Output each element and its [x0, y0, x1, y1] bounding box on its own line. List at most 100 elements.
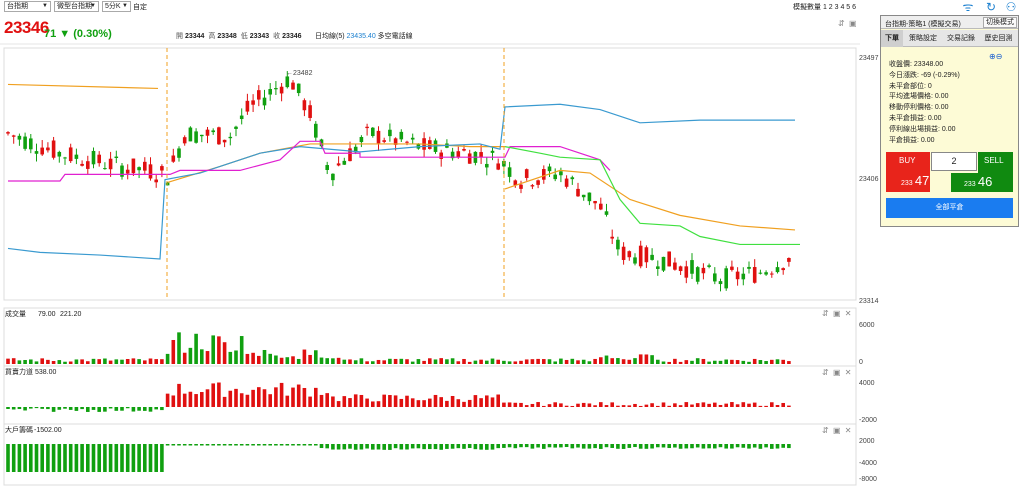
buy-button[interactable]: BUY — [886, 152, 930, 192]
volume-bar — [547, 359, 552, 364]
user-settings-icon[interactable]: ⚇ — [1005, 0, 1017, 14]
close-icon[interactable]: ✕ — [844, 426, 853, 435]
big-pane-tools[interactable]: ⇵ ▣ ✕ — [822, 426, 852, 435]
big-value: -1502.00 — [34, 427, 62, 434]
product-select[interactable]: 微型台指期 ▼ — [54, 1, 99, 12]
candle-body — [758, 272, 763, 274]
candle-body — [29, 138, 33, 150]
power-bar — [416, 400, 421, 407]
volume-bar — [610, 358, 614, 364]
volume-pane-tools[interactable]: ⇵ ▣ ✕ — [822, 309, 852, 318]
power-bar — [405, 395, 409, 407]
delete-icon[interactable]: ▣ — [848, 19, 858, 28]
switch-mode-button[interactable]: 切換模式 — [983, 17, 1017, 28]
power-bar — [314, 387, 318, 407]
open-label: 開 — [176, 33, 183, 40]
close-all-button[interactable]: 全部平倉 — [886, 198, 1013, 218]
volume-bar — [656, 359, 660, 364]
tab-strategy[interactable]: 策略設定 — [909, 35, 937, 42]
sim-counter[interactable]: 模擬數量 1 2 3 4 5 6 — [793, 4, 857, 11]
power-bar — [730, 402, 734, 407]
big-bar — [114, 444, 119, 472]
candle-body — [188, 127, 193, 142]
settings-icon[interactable]: ⇵ — [822, 309, 830, 318]
big-bar — [673, 444, 677, 448]
candle-body — [485, 163, 489, 168]
panel-header: 台指期-策略1 (模擬交易) 切換模式 — [881, 16, 1018, 29]
power-pane-tools[interactable]: ⇵ ▣ ✕ — [822, 368, 852, 377]
settings-icon[interactable]: ⇵ — [838, 19, 846, 28]
candle-body — [730, 266, 734, 270]
candle-body — [747, 266, 751, 269]
volume-bar — [143, 360, 147, 364]
candle-body — [787, 257, 791, 262]
tab-order[interactable]: 下單 — [881, 30, 903, 47]
big-bar — [507, 444, 512, 448]
big-bar — [262, 444, 267, 446]
buy-quote[interactable]: 233 47 — [901, 173, 929, 188]
power-bar — [11, 407, 16, 410]
chart-canvas[interactable]: 23497 23406 23314 ←23482 成交量 79.00 221.20 6000 0… — [0, 0, 880, 499]
power-bar — [422, 400, 426, 407]
power-bar — [188, 391, 193, 407]
big-bar — [644, 444, 649, 449]
candle-body — [570, 177, 575, 180]
copy-icon[interactable]: ▣ — [832, 368, 842, 377]
big-bar — [564, 444, 569, 448]
big-bar — [428, 444, 432, 450]
big-bar — [410, 444, 415, 449]
copy-icon[interactable]: ▣ — [832, 426, 842, 435]
power-bar — [120, 407, 124, 411]
power-bar — [97, 407, 101, 412]
volume-bar — [371, 361, 375, 364]
big-bar — [593, 444, 597, 449]
big-bar — [279, 444, 284, 446]
volume-bar — [428, 358, 432, 364]
info-close-price: 收盤價: 23348.00 — [889, 61, 944, 68]
last-price: 23346 — [4, 18, 49, 37]
volume-bar — [781, 359, 785, 364]
volume-bar — [695, 358, 700, 364]
market-select[interactable]: 台指期 ▼ — [4, 1, 51, 12]
volume-bar — [86, 361, 90, 364]
info-stop-exit-pl: 停利線出場損益: 0.00 — [889, 125, 956, 133]
power-bar — [296, 384, 301, 407]
volume-bar — [342, 359, 347, 364]
volume-title: 成交量 — [5, 309, 26, 318]
big-bar — [194, 444, 198, 446]
big-bar — [713, 444, 717, 449]
custom-label[interactable]: 自定 — [133, 4, 147, 11]
big-bar — [296, 444, 301, 446]
info-open-position: 未平倉部位: 0 — [889, 82, 932, 90]
close-icon[interactable]: ✕ — [844, 309, 853, 318]
tab-backtest[interactable]: 歷史回測 — [984, 35, 1013, 42]
power-bar — [165, 393, 170, 407]
broadcast-icon[interactable]: ᯤ — [962, 0, 974, 14]
big-bar — [576, 444, 580, 448]
period-select[interactable]: 5分K ▼ — [102, 1, 131, 12]
copy-icon[interactable]: ▣ — [832, 309, 842, 318]
power-bar — [502, 402, 506, 407]
zoom-in-icon[interactable]: ⊕ — [989, 52, 996, 61]
tab-trade-log[interactable]: 交易記錄 — [947, 35, 975, 42]
settings-icon[interactable]: ⇵ — [822, 426, 830, 435]
candle-body — [285, 76, 290, 88]
sell-quote[interactable]: 233 46 — [951, 173, 1013, 192]
main-pane-tools[interactable]: ⇵ ▣ — [838, 19, 858, 28]
volume-bar — [245, 353, 250, 364]
settings-icon[interactable]: ⇵ — [822, 368, 830, 377]
volume-bar — [257, 355, 261, 364]
candle-body — [239, 115, 244, 120]
power-bar — [752, 402, 757, 407]
volume-bar — [325, 358, 329, 364]
quantity-input[interactable]: 2 — [931, 152, 977, 171]
big-bar — [439, 444, 443, 450]
candle-body — [382, 140, 386, 142]
low-label: 低 — [240, 33, 248, 40]
zoom-out-icon[interactable]: ⊖ — [995, 52, 1003, 61]
volume-bar — [707, 361, 711, 364]
big-bar — [701, 444, 706, 449]
top-toolbar: 台指期 ▼ 微型台指期 ▼ 5分K ▼ 自定 模擬數量 1 2 3 4 5 6 ᯤ ↻… — [0, 0, 1024, 14]
close-icon[interactable]: ✕ — [844, 368, 853, 377]
refresh-icon[interactable]: ↻ — [985, 0, 997, 14]
